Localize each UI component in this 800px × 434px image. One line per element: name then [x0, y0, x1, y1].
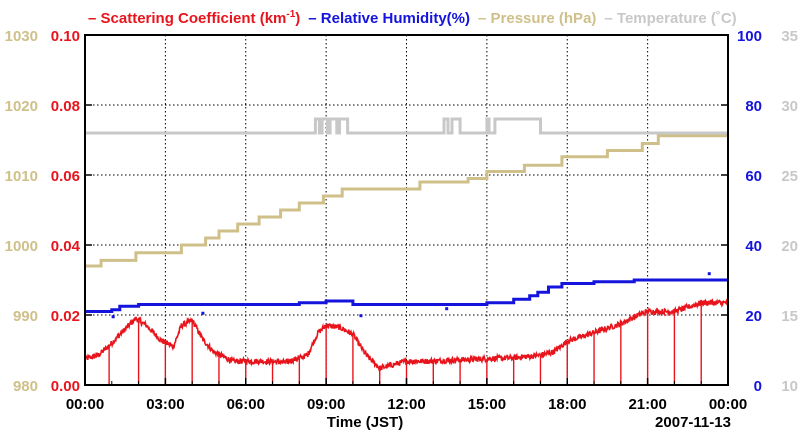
- legend-item-3: – Temperature (˚C): [604, 10, 736, 27]
- temperature-series-line: [85, 117, 728, 135]
- temperature-tick-label: 30: [781, 98, 798, 115]
- temperature-tick-label: 20: [781, 238, 798, 255]
- axis-ticks: 00:00 03:00 06:00 09:00 12:00 15:00 18:00 21:00…: [5, 28, 798, 413]
- scattering-tick-label: 0.02: [51, 308, 80, 325]
- scattering-tick-label: 0.06: [51, 168, 80, 185]
- temperature-tick-label: 25: [781, 168, 798, 185]
- x-tick-label: 03:00: [146, 396, 184, 413]
- x-axis-title: Time (JST): [327, 414, 403, 431]
- scattering-tick-label: 0.00: [51, 378, 80, 395]
- x-tick-label: 15:00: [468, 396, 506, 413]
- legend-item-2: – Pressure (hPa): [478, 10, 596, 27]
- legend-text: – Relative Humidity(%): [308, 10, 470, 27]
- pressure-tick-label: 1030: [5, 28, 38, 45]
- humidity-series-line: [85, 278, 728, 313]
- x-tick-label: 12:00: [387, 396, 425, 413]
- humidity-outlier-point: [201, 311, 205, 315]
- scattering-tick-label: 0.08: [51, 98, 80, 115]
- humidity-tick-label: 60: [745, 168, 762, 185]
- humidity-outlier-point: [359, 314, 363, 318]
- x-tick-label: 09:00: [307, 396, 345, 413]
- humidity-tick-label: 80: [745, 98, 762, 115]
- legend-item-1: – Relative Humidity(%): [308, 10, 470, 27]
- temperature-tick-label: 35: [781, 28, 798, 45]
- x-tick-label: 18:00: [548, 396, 586, 413]
- legend-text: – Pressure (hPa): [478, 10, 596, 27]
- scattering-tick-label: 0.04: [51, 238, 81, 255]
- pressure-tick-label: 1000: [5, 238, 38, 255]
- pressure-tick-label: 1010: [5, 168, 38, 185]
- x-tick-label: 00:00: [709, 396, 747, 413]
- humidity-outlier-point: [445, 307, 449, 311]
- pressure-series-line: [85, 134, 728, 268]
- humidity-tick-label: 40: [745, 238, 762, 255]
- pressure-tick-label: 1020: [5, 98, 38, 115]
- humidity-tick-label: 0: [754, 378, 762, 395]
- date-label: 2007-11-13: [655, 414, 731, 431]
- legend-text: – Scattering Coefficient (km: [88, 10, 286, 27]
- legend-close: ): [295, 10, 300, 27]
- legend: – Scattering Coefficient (km-1) – Relativ…: [88, 9, 737, 27]
- pressure-tick-label: 990: [13, 308, 38, 325]
- humidity-tick-label: 20: [745, 308, 762, 325]
- x-tick-label: 00:00: [66, 396, 104, 413]
- x-tick-label: 21:00: [628, 396, 666, 413]
- x-tick-label: 06:00: [227, 396, 265, 413]
- legend-superscript: -1: [286, 9, 295, 20]
- temperature-tick-label: 15: [781, 308, 798, 325]
- scattering-tick-label: 0.10: [51, 28, 80, 45]
- humidity-outlier-point: [707, 272, 711, 276]
- humidity-outlier-point: [111, 315, 115, 319]
- pressure-tick-label: 980: [13, 378, 38, 395]
- temperature-tick-label: 10: [781, 378, 798, 395]
- humidity-tick-label: 100: [737, 28, 762, 45]
- legend-item-0: – Scattering Coefficient (km-1): [88, 9, 300, 27]
- grid: [85, 35, 728, 385]
- legend-text: – Temperature (˚C): [604, 10, 736, 27]
